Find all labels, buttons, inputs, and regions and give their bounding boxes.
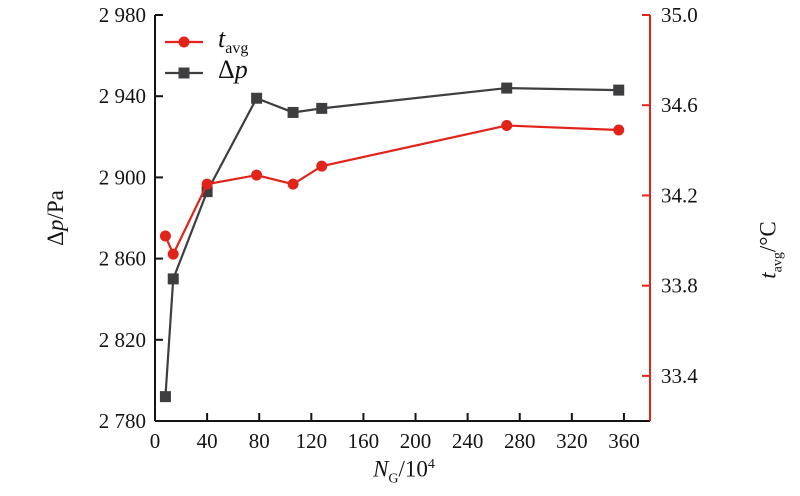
series-tavg-marker <box>501 120 513 132</box>
left-tick-label: 2 940 <box>99 84 146 108</box>
x-tick-label: 0 <box>150 429 161 453</box>
legend-sample-marker-delta-p <box>178 67 190 78</box>
series-delta-p-marker <box>251 92 263 104</box>
series-delta-p-marker <box>613 84 625 96</box>
series-tavg-marker <box>167 248 179 260</box>
legend: tavg Δp <box>164 23 249 88</box>
series-delta-p-line <box>164 86 619 397</box>
x-tick-label: 240 <box>452 429 484 453</box>
tavg-line-circle-marker-icon <box>165 36 203 47</box>
left-axis-title: Δp/Pa <box>43 190 68 246</box>
series-delta-p-marker <box>287 106 299 118</box>
right-tick-label: 33.4 <box>661 364 698 388</box>
left-tick-label: 2 780 <box>99 409 146 433</box>
x-tick-label: 280 <box>504 429 536 453</box>
x-tick-label: 200 <box>400 429 432 453</box>
legend-label-delta-p: Δp <box>218 54 248 84</box>
legend-item-delta-p: Δp <box>164 54 248 88</box>
series-tavg-marker <box>613 124 625 136</box>
right-tick-label: 33.8 <box>661 274 698 298</box>
series-delta-p-marker <box>501 82 513 94</box>
series-tavg-line <box>164 124 619 257</box>
right-tick-label: 34.6 <box>661 93 698 117</box>
series-delta-p-marker <box>159 391 171 403</box>
x-tick-label: 160 <box>348 429 380 453</box>
x-tick-label: 80 <box>249 429 270 453</box>
series-delta-p-marker <box>167 273 179 285</box>
series-tavg-marker <box>201 178 213 190</box>
legend-label-tavg: tavg <box>218 23 249 58</box>
series-delta-p-marker <box>316 102 328 114</box>
right-tick-label: 35.0 <box>661 3 698 27</box>
x-axis-title: NG/104 <box>373 456 435 487</box>
series-tavg-marker <box>316 160 328 172</box>
x-tick-label: 120 <box>296 429 328 453</box>
legend-item-tavg: tavg <box>164 23 249 58</box>
left-tick-label: 2 980 <box>99 3 146 27</box>
x-tick-label: 320 <box>556 429 588 453</box>
left-tick-label: 2 900 <box>99 165 146 189</box>
left-tick-label: 2 820 <box>99 328 146 352</box>
delta-p-line-square-marker-icon <box>165 67 203 78</box>
x-tick-label: 40 <box>197 429 218 453</box>
series-tavg-marker <box>159 230 171 242</box>
left-tick-label: 2 860 <box>99 247 146 271</box>
right-tick-label: 34.2 <box>661 183 698 207</box>
legend-sample-marker-tavg <box>178 36 190 47</box>
series-tavg-marker <box>251 169 263 181</box>
x-tick-label: 360 <box>608 429 640 453</box>
series-tavg-marker <box>287 178 299 190</box>
series-delta-p-marker <box>201 186 213 198</box>
right-axis-title: tavg/°C <box>755 221 786 279</box>
